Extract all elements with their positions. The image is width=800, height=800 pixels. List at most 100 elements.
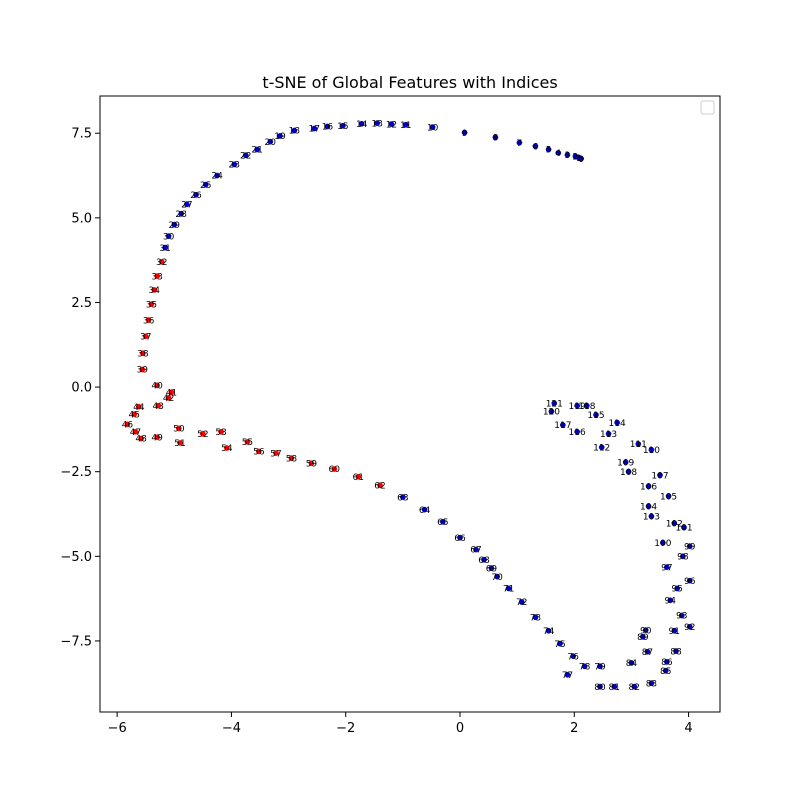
data-point	[429, 124, 436, 130]
data-point	[277, 133, 283, 139]
point-index-label: 107	[651, 471, 668, 481]
point-index-label: 18	[289, 127, 301, 137]
point-index-label: 15	[337, 122, 348, 132]
point-index-label: 59	[306, 459, 318, 469]
point-index-label: 60	[329, 465, 341, 475]
point-index-label: 6	[533, 142, 539, 152]
data-point	[377, 482, 383, 489]
data-point	[374, 120, 380, 126]
data-point	[631, 683, 638, 690]
data-point	[473, 546, 479, 553]
data-point	[154, 434, 160, 441]
data-point	[597, 683, 603, 690]
point-index-label: 108	[620, 468, 637, 478]
point-index-label: 27	[181, 201, 192, 211]
point-index-label: 50	[173, 425, 185, 435]
data-point	[340, 122, 346, 129]
point-index-label: 23	[229, 161, 240, 171]
point-index-label: 114	[609, 419, 626, 429]
data-point	[142, 333, 149, 340]
point-index-label: 12	[386, 120, 397, 130]
point-index-label: 74	[543, 627, 555, 637]
data-point	[200, 430, 206, 437]
data-point	[574, 402, 580, 409]
data-point	[139, 366, 146, 373]
point-index-label: 120	[543, 408, 560, 418]
point-index-label: 3	[565, 151, 571, 161]
data-point	[674, 585, 680, 592]
plot-frame	[99, 95, 721, 713]
data-point	[593, 411, 599, 418]
point-index-label: 76	[567, 652, 579, 662]
point-index-label: 82	[629, 683, 640, 693]
point-index-label: 0	[578, 155, 584, 165]
point-index-label: 94	[665, 597, 677, 607]
data-point	[564, 671, 571, 678]
point-index-label: 48	[135, 435, 147, 445]
data-point	[671, 520, 678, 526]
data-point	[165, 395, 172, 401]
data-point	[645, 483, 652, 490]
data-point	[140, 350, 146, 357]
point-index-label: 90	[640, 626, 652, 636]
data-point	[532, 143, 539, 149]
data-point	[680, 553, 686, 560]
point-index-label: 85	[660, 667, 671, 677]
data-point	[273, 450, 279, 456]
y-tick-label: 5.0	[71, 211, 92, 226]
data-point	[584, 402, 590, 409]
point-index-label: 101	[675, 524, 692, 534]
data-point	[492, 134, 499, 141]
labels-layer: 0123456789101112131415161718192021222324…	[122, 119, 696, 693]
data-point	[598, 444, 605, 451]
point-index-label: 25	[200, 181, 211, 191]
data-point	[628, 660, 635, 666]
data-point	[136, 403, 142, 410]
data-point	[461, 129, 468, 136]
data-point	[256, 448, 262, 455]
data-point	[622, 459, 629, 466]
point-index-label: 13	[371, 119, 382, 129]
point-index-label: 4	[555, 149, 561, 159]
point-index-label: 109	[617, 458, 634, 468]
point-index-label: 96	[684, 577, 696, 587]
data-point	[648, 446, 655, 453]
data-point	[402, 121, 409, 128]
point-index-label: 64	[419, 506, 431, 516]
data-point	[158, 258, 165, 265]
data-point	[218, 428, 224, 435]
point-index-label: 20	[265, 138, 277, 148]
point-index-label: 33	[151, 272, 162, 282]
data-point	[686, 543, 693, 550]
point-index-label: 1	[576, 154, 582, 164]
data-point	[560, 422, 566, 428]
point-index-label: 116	[569, 428, 586, 438]
point-index-label: 83	[646, 679, 657, 689]
data-point	[231, 161, 238, 168]
data-point	[681, 524, 687, 531]
point-index-label: 47	[130, 428, 141, 438]
point-index-label: 61	[353, 473, 364, 483]
point-index-label: 35	[146, 300, 157, 310]
point-index-label: 112	[593, 444, 610, 454]
data-point	[177, 440, 183, 446]
point-index-label: 119	[569, 402, 586, 412]
point-index-label: 80	[594, 683, 606, 693]
point-index-label: 100	[654, 539, 671, 549]
point-index-label: 52	[197, 430, 208, 440]
data-point	[155, 402, 162, 409]
point-index-label: 37	[140, 333, 151, 343]
data-point	[548, 408, 555, 415]
point-index-label: 21	[251, 146, 262, 156]
point-index-label: 31	[159, 244, 170, 254]
data-point	[358, 120, 365, 127]
point-index-label: 121	[546, 400, 563, 410]
data-point	[457, 534, 463, 541]
x-tick-label: 2	[570, 721, 578, 736]
point-index-label: 81	[609, 683, 620, 693]
data-point	[686, 577, 693, 584]
data-point	[214, 172, 220, 179]
point-index-label: 41	[166, 388, 177, 398]
point-index-label: 99	[684, 542, 696, 552]
